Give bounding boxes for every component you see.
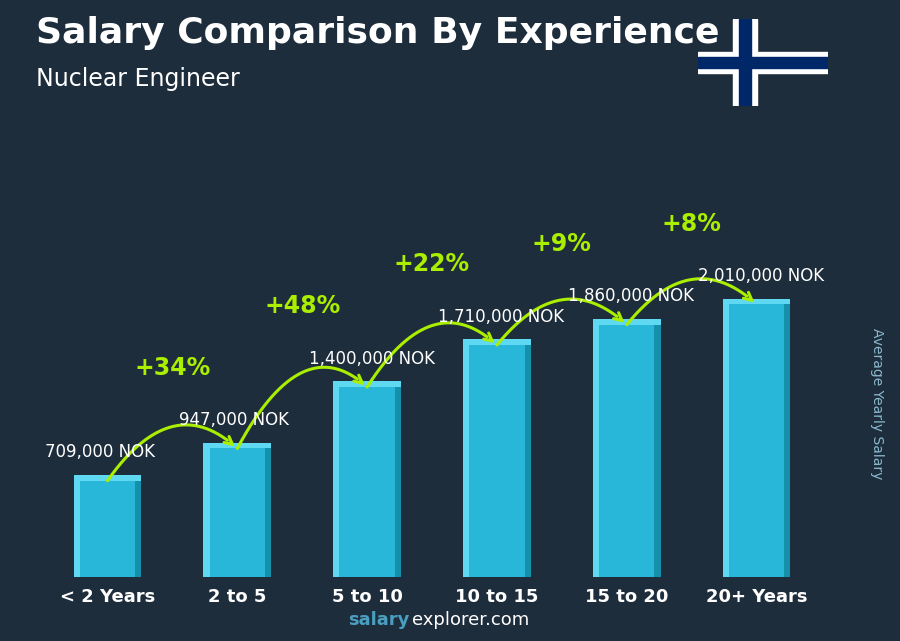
Bar — [593, 325, 661, 577]
Bar — [74, 475, 141, 481]
Bar — [74, 481, 141, 577]
Bar — [734, 19, 757, 106]
Bar — [698, 52, 828, 73]
Bar — [593, 325, 599, 577]
Bar — [464, 345, 531, 577]
Text: 2,010,000 NOK: 2,010,000 NOK — [698, 267, 824, 285]
Text: +8%: +8% — [662, 212, 722, 236]
Bar — [723, 304, 790, 577]
Bar — [333, 387, 400, 577]
Bar — [698, 57, 828, 68]
Bar — [333, 381, 400, 387]
Bar — [135, 481, 141, 577]
Bar — [739, 19, 751, 106]
Bar — [464, 345, 469, 577]
Bar — [593, 319, 661, 325]
Bar — [333, 387, 339, 577]
Text: Average Yearly Salary: Average Yearly Salary — [870, 328, 885, 479]
Bar — [265, 449, 271, 577]
Bar — [525, 345, 531, 577]
Bar — [654, 325, 661, 577]
Bar — [395, 387, 400, 577]
Text: salary: salary — [348, 612, 410, 629]
Bar — [203, 449, 210, 577]
Text: Salary Comparison By Experience: Salary Comparison By Experience — [36, 16, 719, 50]
Text: +22%: +22% — [394, 253, 470, 276]
Text: +48%: +48% — [264, 294, 340, 319]
Text: 1,710,000 NOK: 1,710,000 NOK — [438, 308, 564, 326]
Text: +34%: +34% — [134, 356, 211, 379]
Text: 947,000 NOK: 947,000 NOK — [179, 411, 289, 429]
Text: explorer.com: explorer.com — [412, 612, 529, 629]
Bar — [784, 304, 790, 577]
Bar — [723, 304, 729, 577]
Text: 1,860,000 NOK: 1,860,000 NOK — [568, 287, 694, 305]
Text: +9%: +9% — [532, 232, 592, 256]
Bar — [723, 299, 790, 304]
Bar — [203, 449, 271, 577]
Text: 709,000 NOK: 709,000 NOK — [45, 444, 155, 462]
Bar — [464, 339, 531, 345]
Bar — [203, 443, 271, 449]
Text: 1,400,000 NOK: 1,400,000 NOK — [309, 350, 435, 368]
Text: Nuclear Engineer: Nuclear Engineer — [36, 67, 239, 91]
Bar — [74, 481, 80, 577]
